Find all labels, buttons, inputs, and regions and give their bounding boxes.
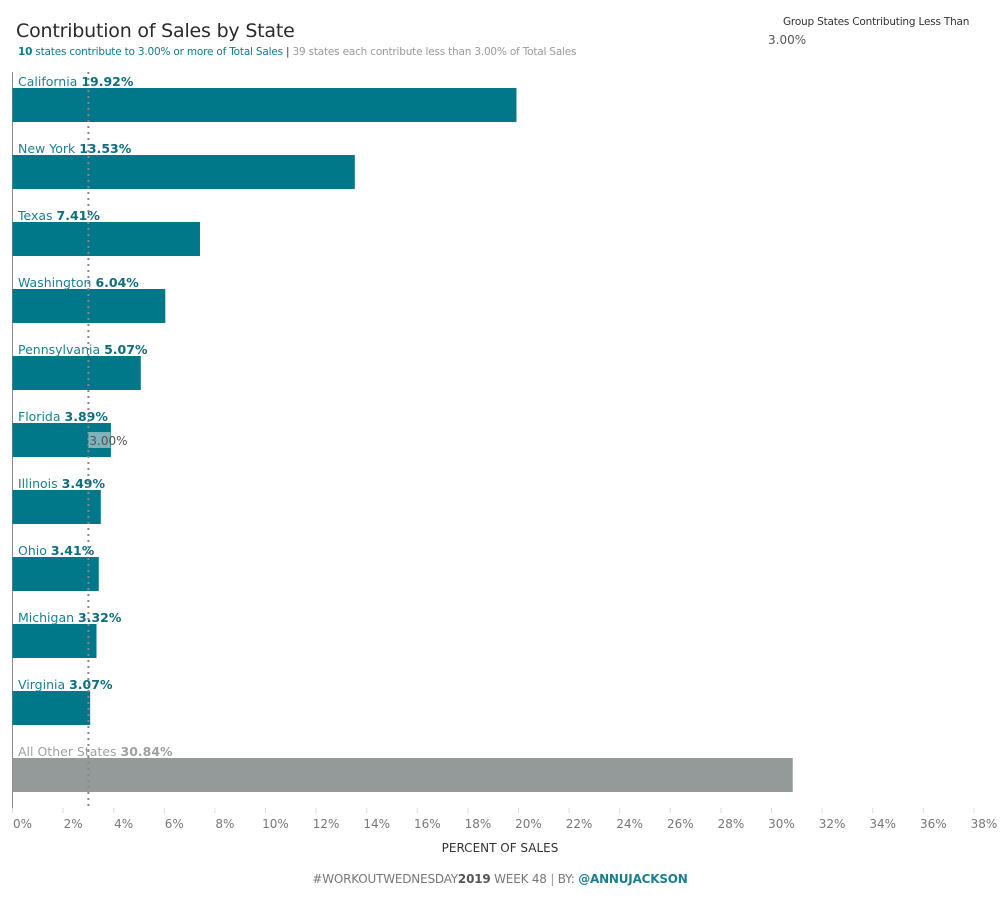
category-label: Pennsylvania <box>18 342 104 357</box>
x-tick-label: 30% <box>768 817 795 831</box>
bar-label: Texas 7.41% <box>17 208 100 223</box>
footer-week: WEEK 48 <box>490 872 551 886</box>
value-label: 7.41% <box>57 208 101 223</box>
x-tick-label: 10% <box>262 817 289 831</box>
footer-credit: #WORKOUTWEDNESDAY2019 WEEK 48 | BY: @ANN… <box>0 872 1000 886</box>
category-label: Ohio <box>18 543 51 558</box>
x-tick-label: 26% <box>667 817 694 831</box>
x-tick-label: 32% <box>819 817 846 831</box>
bar-texas[interactable] <box>12 222 200 256</box>
value-label: 3.07% <box>69 677 113 692</box>
subtitle-count: 10 <box>18 46 33 58</box>
bar-label: Washington 6.04% <box>18 275 139 290</box>
parameter-label: Group States Contributing Less Than <box>783 16 970 28</box>
x-tick-label: 28% <box>718 817 745 831</box>
category-label: Washington <box>18 275 95 290</box>
bar-all-other-states[interactable] <box>12 758 793 792</box>
footer-handle-link[interactable]: @ANNUJACKSON <box>578 872 688 886</box>
category-label: New York <box>18 141 79 156</box>
chart-subtitle: 10 states contribute to 3.00% or more of… <box>18 46 576 58</box>
bar-label: New York 13.53% <box>18 141 132 156</box>
x-tick-label: 22% <box>566 817 593 831</box>
value-label: 3.32% <box>78 610 122 625</box>
x-tick-label: 14% <box>363 817 390 831</box>
x-tick-label: 8% <box>215 817 234 831</box>
bar-label: All Other States 30.84% <box>18 744 173 759</box>
subtitle-highlight-text: states contribute to 3.00% or more of To… <box>32 46 283 58</box>
category-label: Texas <box>17 208 57 223</box>
chart-title: Contribution of Sales by State <box>16 20 295 42</box>
footer-year: 2019 <box>457 872 491 886</box>
x-tick-label: 0% <box>13 817 32 831</box>
value-label: 13.53% <box>79 141 132 156</box>
bar-label: California 19.92% <box>18 74 134 89</box>
value-label: 3.49% <box>62 476 106 491</box>
bar-virginia[interactable] <box>12 691 91 725</box>
bar-new-york[interactable] <box>12 155 355 189</box>
value-label: 30.84% <box>121 744 174 759</box>
value-label: 5.07% <box>104 342 148 357</box>
subtitle-highlight: 10 states contribute to 3.00% or more of… <box>18 46 283 58</box>
value-label: 6.04% <box>95 275 139 290</box>
x-tick-label: 38% <box>971 817 998 831</box>
reference-label-bg <box>88 432 111 448</box>
category-label: Illinois <box>18 476 62 491</box>
category-label: Michigan <box>18 610 78 625</box>
category-label: Florida <box>18 409 65 424</box>
x-tick-label: 18% <box>465 817 492 831</box>
bar-label: Florida 3.89% <box>18 409 108 424</box>
bar-label: Virginia 3.07% <box>18 677 113 692</box>
x-tick-label: 16% <box>414 817 441 831</box>
bar-label: Michigan 3.32% <box>18 610 122 625</box>
bar-label: Illinois 3.49% <box>18 476 105 491</box>
x-tick-label: 24% <box>616 817 643 831</box>
value-label: 19.92% <box>81 74 134 89</box>
value-label: 3.89% <box>65 409 109 424</box>
category-label: Virginia <box>18 677 69 692</box>
footer-by: BY: <box>554 872 579 886</box>
value-label: 3.41% <box>51 543 95 558</box>
x-tick-label: 12% <box>313 817 340 831</box>
category-label: All Other States <box>18 744 121 759</box>
reference-label: 3.00% <box>89 434 127 448</box>
bar-ohio[interactable] <box>12 557 99 591</box>
x-axis-title: PERCENT OF SALES <box>442 841 559 855</box>
bar-pennsylvania[interactable] <box>12 356 141 390</box>
x-tick-label: 4% <box>114 817 133 831</box>
x-tick-label: 20% <box>515 817 542 831</box>
x-tick-label: 34% <box>869 817 896 831</box>
bar-illinois[interactable] <box>12 490 101 524</box>
bar-label: Ohio 3.41% <box>18 543 95 558</box>
bar-chart: California 19.92% New York 13.53% Texas 7.… <box>12 72 998 855</box>
footer-prefix: #WORKOUTWEDNESDAY <box>312 872 458 886</box>
subtitle-rest: 39 states each contribute less than 3.00… <box>289 46 577 58</box>
x-tick-label: 36% <box>920 817 947 831</box>
x-tick-label: 2% <box>64 817 83 831</box>
parameter-value-control[interactable]: 3.00% <box>768 33 807 47</box>
bar-michigan[interactable] <box>12 624 97 658</box>
category-label: California <box>18 74 81 89</box>
subtitle-separator: | <box>286 46 290 58</box>
bar-label: Pennsylvania 5.07% <box>18 342 148 357</box>
x-tick-label: 6% <box>165 817 184 831</box>
footer-separator: | <box>550 872 555 886</box>
bar-california[interactable] <box>12 88 517 122</box>
